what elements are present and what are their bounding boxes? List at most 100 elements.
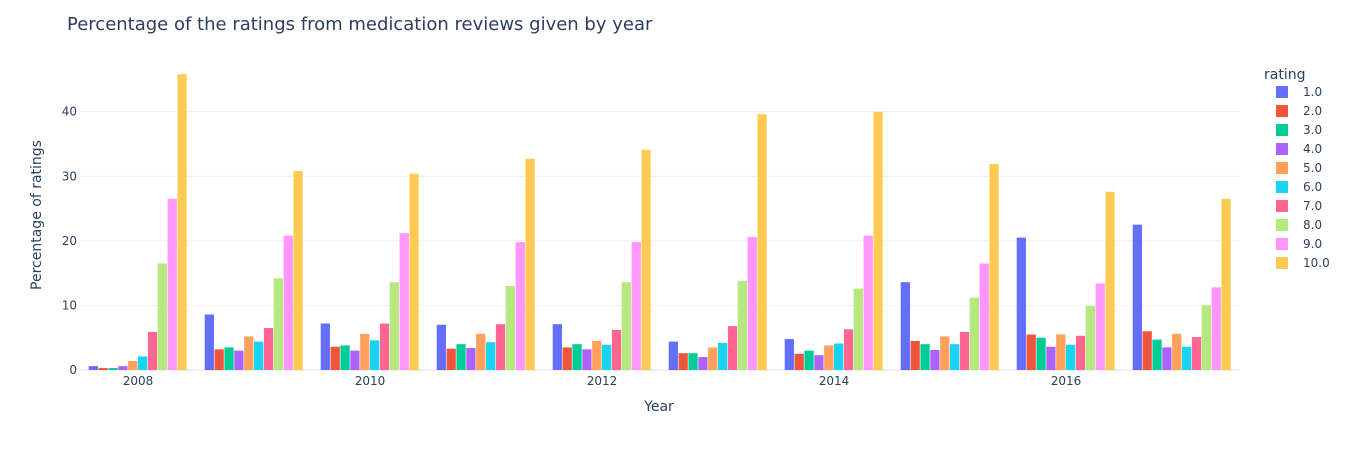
bar-2013-rating-8.0[interactable]: [737, 280, 747, 371]
legend-swatch-1.0[interactable]: [1276, 86, 1288, 98]
bar-2008-rating-1.0[interactable]: [88, 366, 98, 371]
bar-2012-rating-2.0[interactable]: [562, 347, 572, 370]
bar-2014-rating-9.0[interactable]: [863, 235, 873, 370]
bar-2009-rating-2.0[interactable]: [214, 349, 224, 370]
bar-2014-rating-4.0[interactable]: [814, 355, 824, 370]
bar-2013-rating-3.0[interactable]: [688, 353, 698, 370]
legend-label-5.0[interactable]: 5.0: [1303, 161, 1322, 175]
bar-2008-rating-3.0[interactable]: [108, 368, 118, 370]
bar-2016-rating-6.0[interactable]: [1066, 344, 1076, 370]
bar-2010-rating-9.0[interactable]: [399, 233, 409, 370]
bar-2015-rating-4.0[interactable]: [930, 349, 940, 370]
legend-label-2.0[interactable]: 2.0: [1303, 104, 1322, 118]
bar-2013-rating-6.0[interactable]: [718, 342, 728, 371]
bar-2010-rating-7.0[interactable]: [379, 323, 390, 371]
legend-label-9.0[interactable]: 9.0: [1303, 237, 1322, 251]
bar-2009-rating-10.0[interactable]: [293, 171, 303, 370]
legend-label-6.0[interactable]: 6.0: [1303, 180, 1322, 194]
bar-2010-rating-1.0[interactable]: [320, 323, 330, 371]
bar-2013-rating-1.0[interactable]: [668, 341, 678, 370]
bar-2009-rating-5.0[interactable]: [244, 336, 254, 370]
bar-2009-rating-8.0[interactable]: [273, 278, 283, 370]
legend-label-8.0[interactable]: 8.0: [1303, 218, 1322, 232]
bar-2014-rating-3.0[interactable]: [804, 350, 814, 371]
bar-2008-rating-6.0[interactable]: [138, 356, 148, 370]
bar-2017-rating-10.0[interactable]: [1221, 198, 1231, 370]
bar-2010-rating-2.0[interactable]: [330, 346, 340, 370]
bar-2011-rating-1.0[interactable]: [436, 324, 446, 370]
bar-2017-rating-9.0[interactable]: [1211, 287, 1221, 370]
bar-2008-rating-8.0[interactable]: [157, 263, 167, 370]
bar-2009-rating-6.0[interactable]: [254, 341, 264, 370]
bar-2008-rating-7.0[interactable]: [147, 331, 158, 370]
bar-2017-rating-8.0[interactable]: [1201, 305, 1211, 370]
legend-swatch-2.0[interactable]: [1276, 105, 1288, 117]
bar-2010-rating-3.0[interactable]: [340, 345, 350, 370]
bar-2016-rating-2.0[interactable]: [1026, 334, 1036, 370]
bar-2010-rating-10.0[interactable]: [409, 173, 419, 370]
bar-2011-rating-2.0[interactable]: [446, 348, 456, 370]
bar-2012-rating-5.0[interactable]: [592, 340, 602, 370]
bar-2008-rating-5.0[interactable]: [128, 360, 138, 370]
legend-label-10.0[interactable]: 10.0: [1303, 256, 1330, 270]
bar-2012-rating-9.0[interactable]: [631, 242, 641, 371]
bar-2009-rating-3.0[interactable]: [224, 347, 234, 370]
bar-2013-rating-9.0[interactable]: [747, 236, 757, 370]
legend-swatch-9.0[interactable]: [1276, 238, 1288, 250]
bar-2012-rating-10.0[interactable]: [641, 149, 651, 370]
bar-2015-rating-1.0[interactable]: [900, 282, 910, 370]
bar-2008-rating-4.0[interactable]: [118, 366, 128, 371]
bar-2014-rating-1.0[interactable]: [784, 339, 794, 370]
bar-2015-rating-8.0[interactable]: [969, 297, 979, 370]
legend-swatch-4.0[interactable]: [1276, 143, 1288, 155]
bar-2012-rating-6.0[interactable]: [602, 344, 612, 370]
legend-swatch-6.0[interactable]: [1276, 181, 1288, 193]
bar-2016-rating-4.0[interactable]: [1046, 346, 1056, 370]
bar-2012-rating-8.0[interactable]: [621, 282, 631, 370]
bar-2009-rating-1.0[interactable]: [204, 314, 214, 370]
bar-2016-rating-10.0[interactable]: [1105, 191, 1115, 370]
bar-2017-rating-2.0[interactable]: [1142, 331, 1152, 370]
bar-2011-rating-6.0[interactable]: [486, 342, 496, 370]
bar-2013-rating-10.0[interactable]: [757, 114, 767, 370]
bar-2015-rating-5.0[interactable]: [940, 336, 950, 370]
bar-2011-rating-8.0[interactable]: [505, 286, 515, 370]
bar-2015-rating-3.0[interactable]: [920, 344, 930, 370]
bar-2016-rating-1.0[interactable]: [1016, 237, 1026, 370]
legend-swatch-10.0[interactable]: [1276, 257, 1288, 269]
legend-swatch-3.0[interactable]: [1276, 124, 1288, 136]
bar-2013-rating-4.0[interactable]: [698, 357, 708, 370]
bar-2009-rating-7.0[interactable]: [263, 328, 274, 370]
bar-2015-rating-2.0[interactable]: [910, 340, 920, 370]
bar-2011-rating-4.0[interactable]: [466, 348, 476, 370]
bar-2010-rating-4.0[interactable]: [350, 350, 360, 371]
bar-2017-rating-5.0[interactable]: [1172, 333, 1182, 370]
bar-2014-rating-7.0[interactable]: [843, 329, 854, 370]
bar-2014-rating-2.0[interactable]: [794, 353, 804, 370]
bar-2010-rating-6.0[interactable]: [370, 340, 380, 370]
bar-2017-rating-6.0[interactable]: [1182, 346, 1192, 370]
bar-2013-rating-2.0[interactable]: [678, 353, 688, 370]
bar-2012-rating-1.0[interactable]: [552, 324, 562, 370]
bar-2009-rating-4.0[interactable]: [234, 350, 244, 371]
bar-2016-rating-8.0[interactable]: [1085, 306, 1095, 370]
bar-2015-rating-6.0[interactable]: [950, 344, 960, 370]
bar-2008-rating-2.0[interactable]: [98, 368, 108, 370]
bar-2017-rating-3.0[interactable]: [1152, 339, 1162, 370]
bar-2014-rating-6.0[interactable]: [834, 343, 844, 370]
legend-label-4.0[interactable]: 4.0: [1303, 142, 1322, 156]
legend-label-1.0[interactable]: 1.0: [1303, 85, 1322, 99]
bar-2016-rating-7.0[interactable]: [1075, 335, 1086, 370]
bar-2010-rating-5.0[interactable]: [360, 333, 370, 370]
bar-2008-rating-9.0[interactable]: [167, 198, 177, 370]
bar-2015-rating-10.0[interactable]: [989, 163, 999, 370]
legend-swatch-8.0[interactable]: [1276, 219, 1288, 231]
legend-label-7.0[interactable]: 7.0: [1303, 199, 1322, 213]
bar-2011-rating-7.0[interactable]: [495, 324, 506, 370]
bar-2012-rating-3.0[interactable]: [572, 344, 582, 370]
bar-2013-rating-7.0[interactable]: [727, 326, 738, 370]
bar-2011-rating-5.0[interactable]: [476, 333, 486, 370]
bar-2010-rating-8.0[interactable]: [389, 282, 399, 370]
bar-2014-rating-10.0[interactable]: [873, 111, 883, 371]
bar-2011-rating-3.0[interactable]: [456, 344, 466, 370]
